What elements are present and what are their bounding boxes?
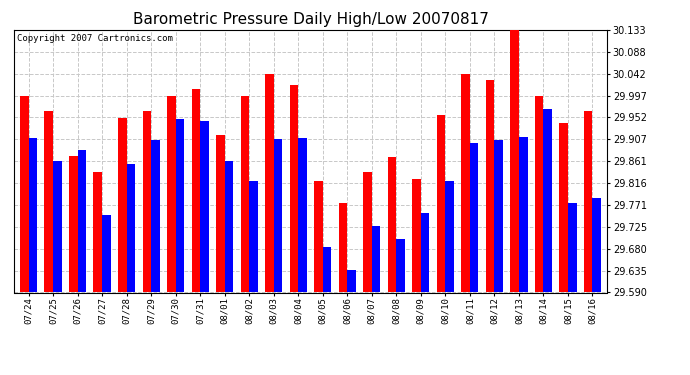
Bar — [323, 247, 331, 292]
Bar — [470, 142, 478, 292]
Bar — [519, 137, 528, 292]
Bar — [421, 213, 429, 292]
Bar — [486, 80, 495, 292]
Bar — [200, 121, 209, 292]
Bar — [593, 198, 601, 292]
Bar — [77, 150, 86, 292]
Bar — [216, 135, 225, 292]
Bar — [151, 140, 159, 292]
Bar — [462, 74, 470, 292]
Bar — [339, 203, 347, 292]
Bar — [363, 172, 372, 292]
Bar — [167, 96, 176, 292]
Bar — [495, 140, 503, 292]
Bar — [93, 172, 102, 292]
Bar — [192, 90, 200, 292]
Bar — [274, 139, 282, 292]
Bar — [544, 109, 552, 292]
Bar — [560, 123, 568, 292]
Bar — [535, 96, 544, 292]
Bar — [241, 96, 249, 292]
Bar — [396, 239, 405, 292]
Bar — [372, 226, 380, 292]
Bar — [584, 111, 593, 292]
Bar — [28, 138, 37, 292]
Bar — [225, 160, 233, 292]
Bar — [314, 181, 323, 292]
Bar — [437, 115, 445, 292]
Bar — [69, 156, 77, 292]
Bar — [118, 118, 126, 292]
Title: Barometric Pressure Daily High/Low 20070817: Barometric Pressure Daily High/Low 20070… — [132, 12, 489, 27]
Bar — [44, 111, 53, 292]
Text: Copyright 2007 Cartronics.com: Copyright 2007 Cartronics.com — [17, 34, 172, 43]
Bar — [249, 181, 258, 292]
Bar — [176, 119, 184, 292]
Bar — [347, 270, 356, 292]
Bar — [298, 138, 307, 292]
Bar — [388, 157, 396, 292]
Bar — [568, 203, 577, 292]
Bar — [412, 179, 421, 292]
Bar — [143, 111, 151, 292]
Bar — [265, 74, 274, 292]
Bar — [511, 30, 519, 292]
Bar — [53, 161, 61, 292]
Bar — [126, 164, 135, 292]
Bar — [102, 215, 110, 292]
Bar — [290, 85, 298, 292]
Bar — [20, 96, 28, 292]
Bar — [445, 181, 454, 292]
